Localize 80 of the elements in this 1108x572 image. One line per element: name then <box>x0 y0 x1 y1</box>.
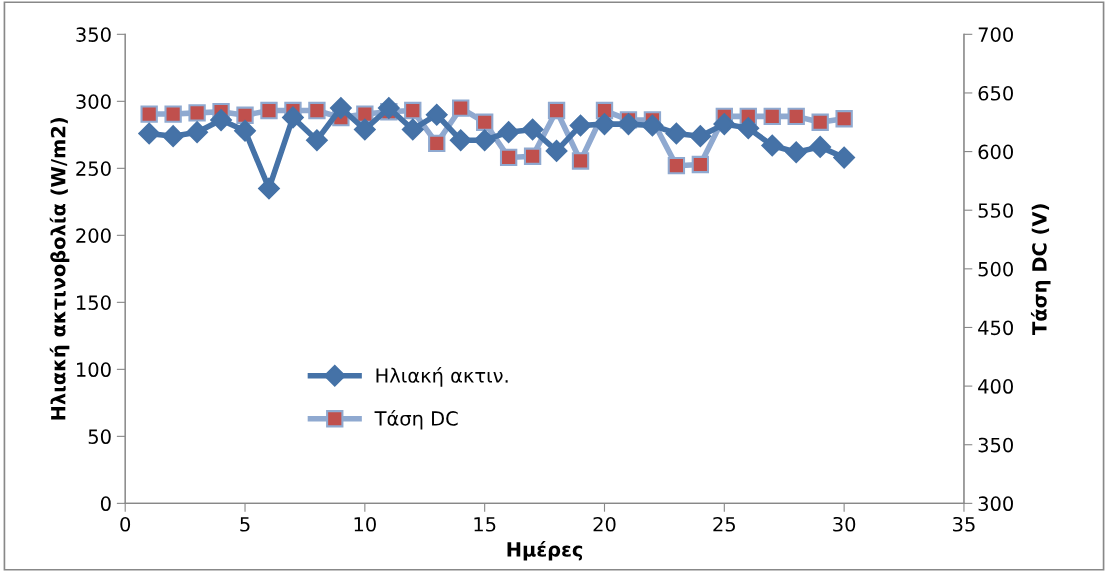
point <box>665 122 688 145</box>
x-tick-label: 15 <box>474 517 496 532</box>
point <box>737 117 760 139</box>
y2-tick-label: 700 <box>978 27 1013 42</box>
point <box>138 122 161 145</box>
y2-tick-label: 300 <box>978 496 1013 512</box>
y-tick-label: 250 <box>76 161 111 176</box>
point <box>404 101 422 120</box>
point <box>140 105 158 123</box>
point <box>452 99 470 117</box>
x-tick-label: 25 <box>713 516 735 532</box>
x-tick-label: 10 <box>354 516 376 532</box>
point <box>787 107 805 126</box>
y2-tick-label: 450 <box>978 320 1013 336</box>
point <box>763 107 781 126</box>
point <box>593 113 616 135</box>
point <box>809 136 832 158</box>
point <box>521 118 544 141</box>
point <box>428 134 446 153</box>
point <box>811 113 829 131</box>
point <box>545 140 568 162</box>
point <box>499 148 518 167</box>
y2-axis-title: Τάση DC (V) <box>1030 204 1051 335</box>
point <box>401 118 424 141</box>
point <box>691 155 710 174</box>
point <box>258 177 280 200</box>
point <box>449 129 472 152</box>
y2-tick-label: 600 <box>978 144 1013 160</box>
point <box>785 141 808 164</box>
point <box>425 103 448 126</box>
x-tick-label: 5 <box>240 517 250 532</box>
point <box>188 104 206 122</box>
point <box>473 129 496 152</box>
y2-tick-label: 500 <box>978 261 1013 277</box>
x-tick-label: 35 <box>953 516 975 532</box>
x-tick-label: 0 <box>120 516 131 532</box>
point <box>353 118 376 141</box>
y-tick-label: 300 <box>76 94 111 109</box>
point <box>835 110 853 128</box>
point <box>306 129 328 152</box>
point <box>571 152 590 170</box>
x-tick-label: 30 <box>833 516 856 532</box>
y2-tick-label: 400 <box>978 379 1013 394</box>
point <box>713 113 736 135</box>
point <box>330 97 352 119</box>
x-axis-title: Ημέρες <box>507 540 583 561</box>
point <box>833 146 855 169</box>
x-tick-label: 20 <box>593 516 616 532</box>
y2-tick-label: 350 <box>978 437 1013 453</box>
point <box>523 147 542 165</box>
point <box>162 125 184 148</box>
point <box>641 114 664 137</box>
point <box>617 113 640 135</box>
point <box>667 156 686 175</box>
y-tick-label: 200 <box>76 228 111 243</box>
point <box>236 106 254 124</box>
point <box>761 134 784 157</box>
y2-tick-label: 650 <box>978 85 1013 101</box>
point <box>282 106 304 129</box>
legend-label: Τάση DC <box>374 409 458 430</box>
point <box>377 97 400 119</box>
y-tick-label: 50 <box>88 429 111 445</box>
legend-label: Ηλιακή ακτιν. <box>376 367 508 387</box>
point <box>234 119 256 142</box>
point <box>210 109 232 131</box>
y2-tick-label: 550 <box>978 203 1013 218</box>
point <box>547 101 566 120</box>
y-axis-title: Ηλιακή ακτινοβολία (W/m2) <box>49 117 70 420</box>
point <box>569 114 592 137</box>
point <box>164 105 182 123</box>
point <box>497 121 520 144</box>
y-tick-label: 100 <box>77 362 111 378</box>
point <box>260 101 278 120</box>
point <box>186 121 208 144</box>
point <box>308 101 326 120</box>
y-tick-label: 350 <box>76 27 111 42</box>
point <box>689 125 712 148</box>
y-tick-label: 150 <box>77 295 111 311</box>
y-tick-label: 0 <box>100 496 111 512</box>
point <box>475 113 494 131</box>
